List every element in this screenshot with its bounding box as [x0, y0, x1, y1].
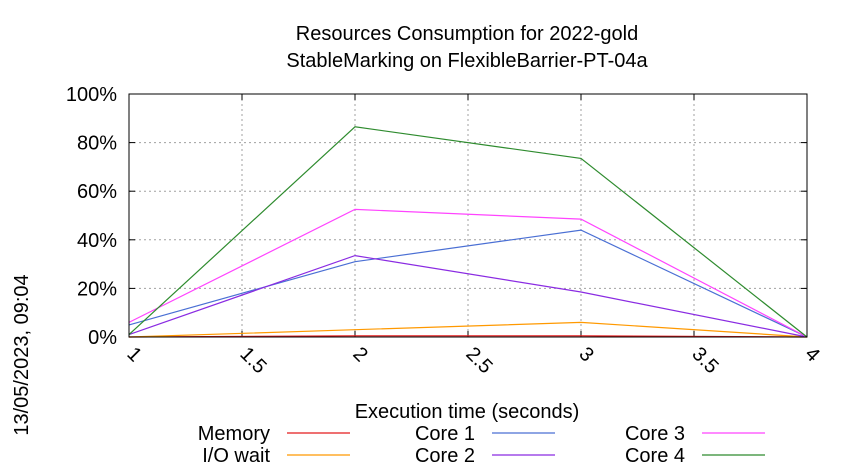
grid-lines	[128, 93, 808, 338]
legend-label-memory: Memory	[198, 423, 270, 445]
chart-title-line-2: StableMarking on FlexibleBarrier-PT-04a	[286, 50, 648, 72]
series-line-core-3	[128, 208, 808, 338]
y-tick-label: 0%	[88, 327, 117, 349]
x-tick-label: 2	[348, 343, 371, 366]
chart-title-line-1: Resources Consumption for 2022-gold	[296, 23, 638, 45]
legend-label-core-4: Core 4	[625, 445, 685, 467]
y-tick-label: 20%	[77, 278, 117, 300]
y-tick-label: 100%	[66, 84, 117, 106]
x-tick-labels: 1 1.5 2 2.5 3 3.5 4	[122, 343, 823, 378]
x-tick-label: 3.5	[687, 343, 722, 378]
legend-label-core-1: Core 1	[415, 423, 475, 445]
plot-frame	[128, 93, 808, 338]
x-tick-label: 4	[800, 343, 823, 366]
series-lines	[128, 126, 808, 338]
series-line-memory	[128, 335, 808, 338]
x-tick-label: 3	[574, 343, 597, 366]
series-line-i-o-wait	[128, 321, 808, 338]
x-tick-label: 1	[122, 343, 145, 366]
y-tick-labels: 0% 20% 40% 60% 80% 100%	[66, 84, 117, 349]
legend-label-core-2: Core 2	[415, 445, 475, 467]
x-tick-label: 1.5	[235, 343, 270, 378]
y-tick-label: 80%	[77, 133, 117, 155]
y-tick-label: 40%	[77, 230, 117, 252]
timestamp-side-label: 13/05/2023, 09:04	[11, 274, 33, 435]
series-line-core-1	[128, 229, 808, 338]
series-line-core-2	[128, 254, 808, 338]
legend-label-i-o-wait: I/O wait	[202, 445, 270, 467]
x-tick-label: 2.5	[461, 343, 496, 378]
series-line-core-4	[128, 126, 808, 338]
y-tick-label: 60%	[77, 181, 117, 203]
legend-label-core-3: Core 3	[625, 423, 685, 445]
x-axis-label: Execution time (seconds)	[355, 401, 580, 423]
